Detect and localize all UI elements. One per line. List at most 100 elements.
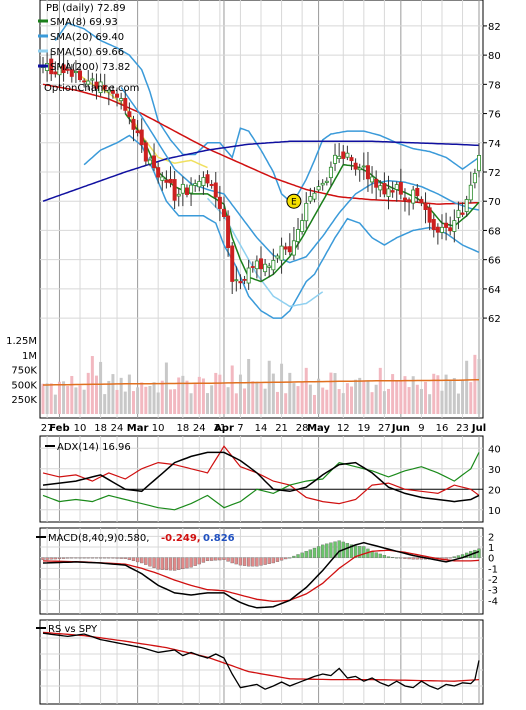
volume-bar	[234, 393, 238, 414]
macd-histogram-bar	[152, 557, 156, 568]
macd-histogram-bar	[53, 557, 57, 560]
chart-title: PB (daily) 72.89	[46, 3, 126, 14]
volume-bar	[403, 376, 407, 414]
candle-body	[402, 197, 407, 201]
volume-bar	[341, 393, 345, 414]
candle-body	[156, 167, 161, 178]
candle-body	[423, 202, 428, 210]
volume-bar	[115, 389, 119, 414]
macd-histogram-bar	[242, 557, 247, 566]
macd-histogram-bar	[308, 549, 313, 558]
volume-bar	[86, 372, 90, 414]
legend-label: SMA(8) 69.93	[50, 17, 118, 28]
x-tick-label: 24	[193, 423, 206, 434]
candle-body	[464, 199, 469, 212]
volume-ytick-label: 250K	[11, 395, 37, 406]
macd-histogram-bar	[90, 557, 95, 559]
x-tick-label: 27	[378, 423, 391, 434]
volume-bar	[411, 376, 415, 414]
adx-ytick-label: 30	[488, 465, 501, 476]
macd-histogram-bar	[111, 557, 115, 559]
x-tick-label: 27	[41, 423, 54, 434]
macd-histogram-bar	[218, 557, 222, 561]
candle-body	[308, 196, 313, 202]
candle-body	[287, 246, 292, 253]
macd-histogram-bar	[197, 557, 201, 565]
macd-histogram-bar	[214, 557, 218, 561]
macd-histogram-bar	[456, 555, 461, 558]
x-tick-label: Feb	[49, 423, 69, 434]
macd-histogram-bar	[411, 557, 415, 560]
macd-histogram-bar	[66, 557, 70, 559]
di-minus-line	[42, 445, 480, 505]
macd-ytick-label: 1	[488, 543, 494, 554]
volume-bar	[119, 377, 123, 414]
red-moving-average-line	[42, 83, 480, 205]
volume-bar	[440, 390, 444, 414]
volume-bar	[181, 375, 185, 414]
macd-histogram-bar	[205, 557, 210, 562]
candle-body	[139, 129, 144, 146]
volume-bar	[300, 381, 304, 414]
rs-line	[42, 632, 480, 690]
macd-histogram-bar	[144, 557, 148, 565]
volume-bar	[432, 373, 436, 414]
volume-bar	[366, 381, 370, 414]
candle-body	[435, 226, 440, 233]
candle-body	[304, 202, 309, 222]
macd-histogram-bar	[407, 557, 411, 560]
volume-bar	[214, 372, 218, 414]
macd-histogram-bar	[477, 548, 481, 558]
macd-histogram-bar	[267, 557, 271, 564]
macd-histogram-bar	[234, 557, 238, 565]
candle-body	[217, 196, 222, 209]
candle-body	[57, 66, 62, 76]
volume-bar	[185, 380, 189, 414]
candle-body	[90, 78, 95, 81]
volume-bar	[317, 378, 321, 414]
volume-bar	[144, 386, 148, 414]
candle-body	[226, 215, 231, 249]
macd-histogram-bar	[185, 557, 189, 569]
volume-bar	[280, 363, 284, 414]
macd-histogram-bar	[288, 557, 292, 559]
macd-histogram-bar	[78, 557, 82, 559]
volume-bar	[345, 383, 349, 414]
candle-body	[419, 198, 424, 204]
macd-histogram-bar	[353, 545, 358, 558]
candle-body	[115, 93, 120, 98]
candle-body	[267, 265, 272, 268]
macd-histogram-bar	[403, 557, 407, 559]
rs-label: RS vs SPY	[48, 624, 98, 635]
x-tick-label: 28	[296, 423, 309, 434]
candle-body	[398, 181, 403, 195]
macd-histogram-bar	[378, 553, 382, 558]
price-ytick-label: 68	[488, 226, 501, 237]
macd-histogram-bar	[386, 556, 391, 558]
candle-body	[476, 155, 481, 172]
macd-histogram-bar	[230, 557, 234, 564]
candle-body	[127, 111, 132, 118]
volume-bar	[292, 383, 296, 414]
macd-histogram-bar	[362, 546, 366, 558]
volume-bar	[329, 372, 333, 414]
volume-bar	[152, 382, 156, 414]
candle-body	[439, 226, 444, 233]
candle-body	[143, 142, 148, 162]
volume-bar	[349, 386, 353, 414]
macd-histogram-bar	[296, 554, 300, 558]
volume-bar	[193, 383, 197, 414]
candle-body	[411, 189, 416, 204]
candle-body	[98, 81, 103, 93]
adx-panel: 10 20 30 40 ADX(14) 16.96	[39, 435, 501, 523]
volume-bar	[465, 360, 469, 414]
volume-bar	[284, 393, 288, 414]
macd-histogram-bar	[45, 557, 49, 560]
macd-histogram-bar	[415, 557, 419, 560]
macd-histogram-bar	[61, 557, 66, 559]
volume-bar	[127, 374, 131, 414]
candle-body	[160, 176, 165, 181]
macd-histogram-bar	[209, 557, 214, 561]
volume-bar	[164, 362, 168, 414]
